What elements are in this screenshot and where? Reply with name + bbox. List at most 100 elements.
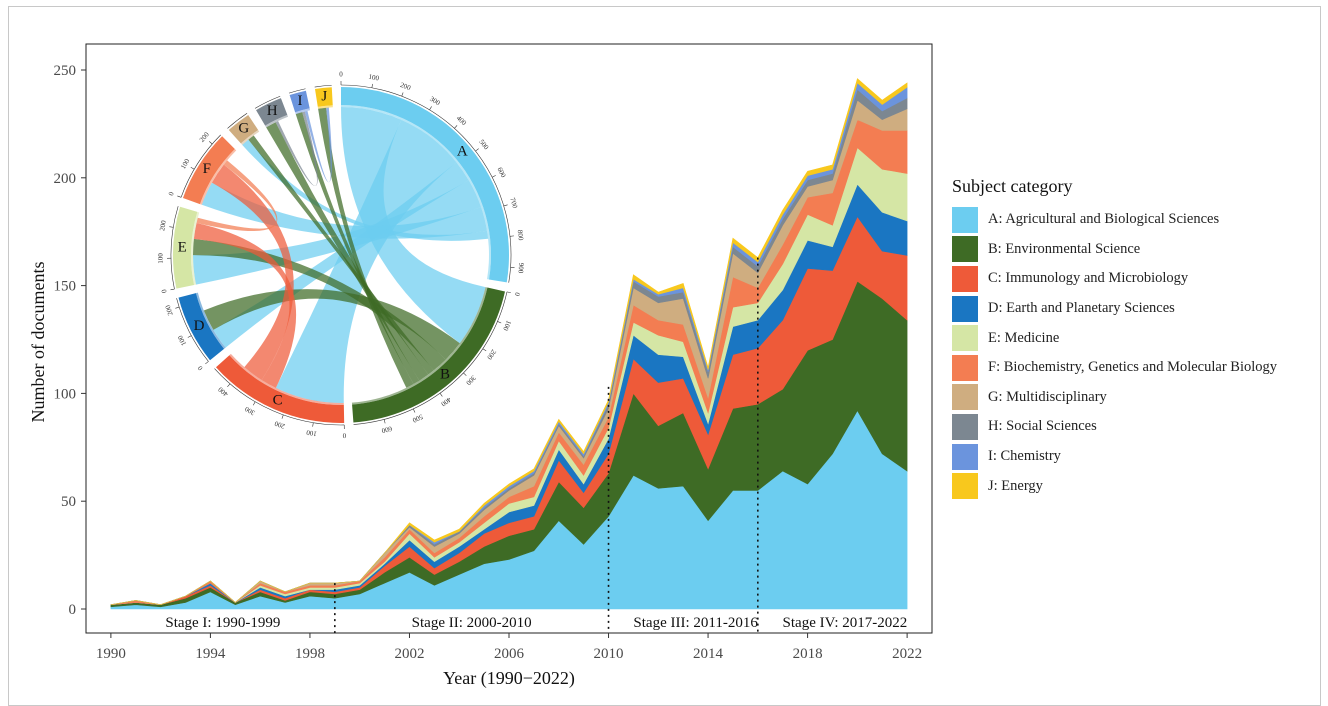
chord-tick-label: 400 bbox=[439, 395, 453, 408]
chord-tick-mark bbox=[384, 419, 385, 423]
x-tick-label: 2022 bbox=[892, 646, 922, 662]
legend-label: E: Medicine bbox=[988, 330, 1059, 347]
legend-swatch bbox=[952, 236, 978, 262]
legend-swatch bbox=[952, 207, 978, 233]
chord-tick-mark bbox=[177, 196, 181, 197]
legend-label: A: Agricultural and Biological Sciences bbox=[988, 211, 1219, 228]
chord-tick-mark bbox=[171, 289, 175, 290]
chord-tick-label: 500 bbox=[411, 412, 424, 424]
legend-label: H: Social Sciences bbox=[988, 418, 1097, 435]
chord-tick-mark bbox=[175, 307, 179, 308]
legend-label: I: Chemistry bbox=[988, 448, 1061, 465]
chord-sector-label: J bbox=[321, 88, 327, 104]
chord-tick-mark bbox=[497, 321, 501, 323]
chord-sector-label: A bbox=[457, 144, 468, 160]
legend-swatch bbox=[952, 325, 978, 351]
x-tick-label: 2002 bbox=[394, 646, 424, 662]
chord-tick-label: 300 bbox=[428, 95, 442, 108]
chord-tick-label: 0 bbox=[196, 364, 205, 372]
legend: Subject category A: Agricultural and Bio… bbox=[952, 176, 1277, 501]
legend-item: G: Multidisciplinary bbox=[952, 383, 1277, 413]
chord-sector-label: H bbox=[267, 103, 278, 119]
chord-tick-mark bbox=[313, 423, 314, 427]
x-tick-label: 2006 bbox=[494, 646, 525, 662]
legend-swatch bbox=[952, 473, 978, 499]
legend-item: E: Medicine bbox=[952, 323, 1277, 353]
chord-tick-mark bbox=[372, 84, 373, 88]
chord-tick-mark bbox=[492, 175, 496, 177]
chord-tick-label: 200 bbox=[164, 304, 175, 317]
chord-tick-mark bbox=[483, 349, 486, 351]
chord-tick-label: 0 bbox=[513, 292, 522, 298]
chord-tick-label: 100 bbox=[305, 428, 317, 438]
chord-sector-label: F bbox=[203, 161, 211, 177]
chord-tick-mark bbox=[463, 373, 466, 376]
chord-axis-arc bbox=[315, 85, 332, 87]
legend-item: A: Agricultural and Biological Sciences bbox=[952, 205, 1277, 235]
chord-tick-mark bbox=[209, 141, 212, 144]
chord-tick-label: 600 bbox=[495, 166, 507, 179]
legend-label: D: Earth and Planetary Sciences bbox=[988, 300, 1175, 317]
legend-label: C: Immunology and Microbiology bbox=[988, 270, 1188, 287]
chord-tick-mark bbox=[507, 292, 511, 293]
chord-tick-mark bbox=[191, 167, 194, 169]
y-tick-label: 50 bbox=[61, 494, 76, 510]
stage-label: Stage IV: 2017-2022 bbox=[783, 615, 908, 631]
stage-label: Stage I: 1990-1999 bbox=[165, 615, 280, 631]
chord-tick-mark bbox=[227, 384, 230, 387]
y-tick-label: 200 bbox=[54, 171, 77, 187]
chord-sector-label: E bbox=[178, 239, 187, 255]
chord-tick-label: 200 bbox=[158, 219, 168, 231]
legend-label: J: Energy bbox=[988, 478, 1043, 495]
chord-tick-label: 100 bbox=[501, 319, 513, 332]
y-tick-label: 150 bbox=[54, 279, 77, 295]
chord-sector-label: C bbox=[273, 392, 283, 408]
chord-tick-label: 400 bbox=[216, 385, 230, 398]
chord-tick-label: 900 bbox=[517, 263, 526, 275]
chord-tick-label: 100 bbox=[368, 73, 380, 83]
chord-tick-mark bbox=[402, 92, 403, 96]
x-axis-title: Year (1990−2022) bbox=[443, 668, 575, 689]
x-tick-label: 1990 bbox=[96, 646, 126, 662]
legend-item: F: Biochemistry, Genetics and Molecular … bbox=[952, 353, 1277, 383]
chord-tick-mark bbox=[440, 393, 442, 396]
legend-item: D: Earth and Planetary Sciences bbox=[952, 294, 1277, 324]
y-axis-title: Number of documents bbox=[28, 262, 48, 423]
chord-tick-label: 200 bbox=[399, 81, 412, 92]
chord-tick-mark bbox=[188, 336, 192, 338]
legend-items: A: Agricultural and Biological Sciences B… bbox=[952, 205, 1277, 501]
legend-label: F: Biochemistry, Genetics and Molecular … bbox=[988, 359, 1277, 376]
chord-tick-mark bbox=[504, 205, 508, 206]
legend-item: B: Environmental Science bbox=[952, 235, 1277, 265]
chord-tick-mark bbox=[476, 149, 479, 151]
x-tick-label: 2018 bbox=[793, 646, 823, 662]
chord-tick-mark bbox=[205, 361, 208, 364]
legend-title: Subject category bbox=[952, 176, 1277, 197]
chord-tick-mark bbox=[282, 415, 283, 419]
legend-swatch bbox=[952, 355, 978, 381]
legend-item: H: Social Sciences bbox=[952, 412, 1277, 442]
legend-swatch bbox=[952, 384, 978, 410]
x-tick-label: 1994 bbox=[195, 646, 226, 662]
legend-item: I: Chemistry bbox=[952, 442, 1277, 472]
y-tick-label: 100 bbox=[54, 386, 77, 402]
legend-label: G: Multidisciplinary bbox=[988, 389, 1107, 406]
x-tick-label: 2010 bbox=[594, 646, 624, 662]
chord-tick-label: 200 bbox=[485, 348, 498, 362]
legend-swatch bbox=[952, 266, 978, 292]
chord-tick-mark bbox=[169, 227, 173, 228]
chord-tick-label: 100 bbox=[179, 157, 191, 171]
chord-sector-label: I bbox=[298, 93, 303, 109]
chord-tick-label: 600 bbox=[380, 424, 393, 435]
chord-tick-label: 0 bbox=[339, 71, 343, 79]
chord-tick-mark bbox=[454, 125, 457, 128]
chord-tick-label: 200 bbox=[273, 419, 286, 430]
chord-tick-label: 700 bbox=[508, 197, 519, 210]
chord-tick-label: 300 bbox=[243, 404, 257, 416]
chord-tick-mark bbox=[430, 106, 432, 109]
chord-sector-label: G bbox=[238, 121, 249, 137]
chord-tick-label: 500 bbox=[477, 138, 490, 152]
chord-sector-label: B bbox=[440, 367, 450, 383]
